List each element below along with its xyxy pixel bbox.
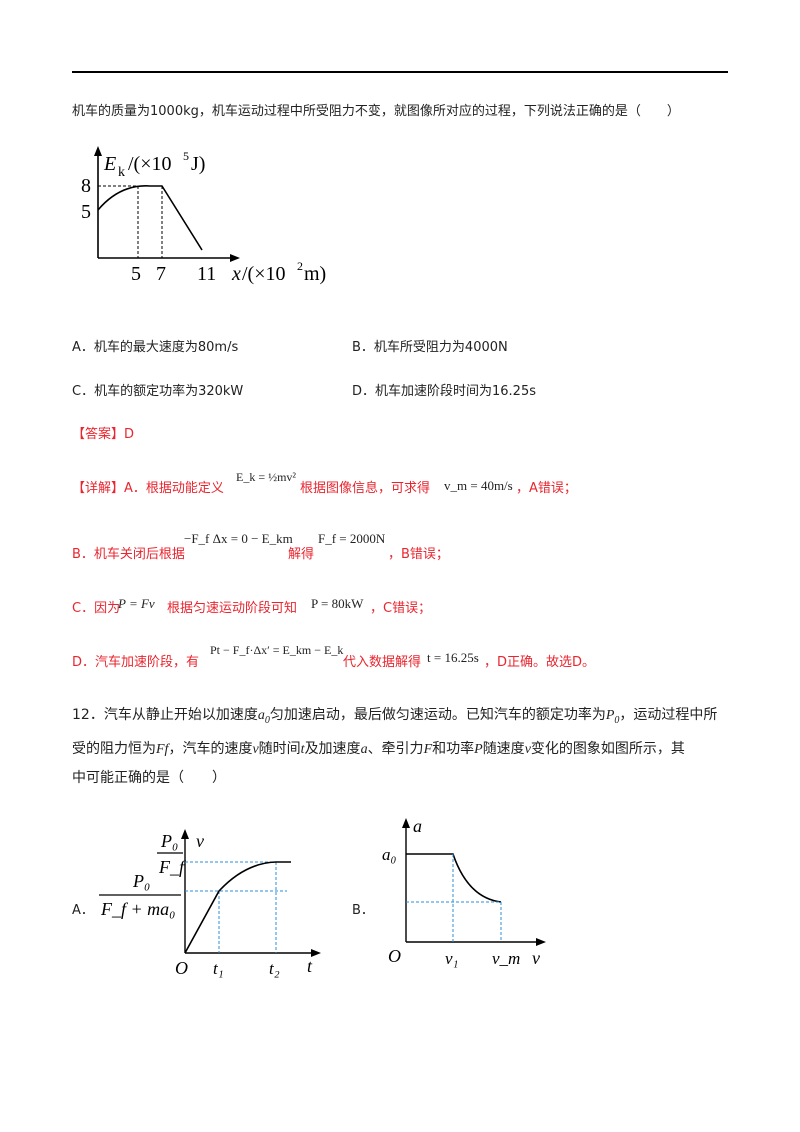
detail-line1-c: ，A错误； xyxy=(516,481,577,496)
q11-option-c: C．机车的额定功率为320kW xyxy=(72,384,244,399)
graph-a-t2: t₂ xyxy=(269,959,280,978)
detail-line4-c: ，D正确。故选D。 xyxy=(484,655,596,670)
graph-a-frac1-num: P₀ xyxy=(160,831,178,851)
q11-stem: 机车的质量为1000kg，机车运动过程中所受阻力不变，就图像所对应的过程，下列说… xyxy=(72,104,680,119)
detail-line4-b: 代入数据解得 xyxy=(343,655,422,670)
detail-line3-a: C．因为 xyxy=(72,601,121,616)
q11-option-d: D．机车加速阶段时间为16.25s xyxy=(352,384,536,399)
graph-a-origin: O xyxy=(175,958,188,978)
detail-line2-eq1: −F_f Δx = 0 − E_km xyxy=(184,531,293,546)
graph-b-origin: O xyxy=(388,946,401,966)
graph-b-a0: a₀ xyxy=(382,845,397,864)
detail-line4-eq1: Pt − F_f·Δx′ = E_km − E_k xyxy=(210,643,344,657)
detail-line3-c: ，C错误； xyxy=(370,601,432,616)
detail-line2-a: B．机车关闭后根据 xyxy=(72,547,185,562)
q11-y-unit-pre: /(×10 xyxy=(128,153,172,175)
detail-line4-eq2: t = 16.25s xyxy=(427,650,479,665)
detail-line2-b: 解得 xyxy=(288,547,315,562)
top-rule xyxy=(72,71,728,73)
graph-a-x-axis: t xyxy=(307,956,313,976)
q12-graph-b: a a₀ O v₁ v_m v xyxy=(382,816,546,968)
detail-line1-eq1: E_k = ½mv² xyxy=(236,470,297,484)
graph-a-t1: t₁ xyxy=(213,959,224,978)
detail-line4-a: D．汽车加速阶段，有 xyxy=(72,655,200,670)
q11-y-tick-5: 5 xyxy=(81,201,91,223)
q11-y-sub: k xyxy=(118,165,125,180)
q11-x-unit-pre: /(×10 xyxy=(242,263,286,285)
graph-b-v1: v₁ xyxy=(445,949,458,968)
q11-x-tick-7: 7 xyxy=(156,263,166,285)
graph-b-x-axis: v xyxy=(532,948,540,968)
q11-option-b: B．机车所受阻力为4000N xyxy=(352,340,508,355)
q11-ek-x-graph: E k /(×10 5 J) 8 5 5 7 11 x /(×10 2 m) xyxy=(81,146,326,285)
graph-a-frac1-den: F_f xyxy=(158,857,187,877)
q11-y-unit-post: J) xyxy=(191,153,205,175)
q11-y-tick-8: 8 xyxy=(81,175,91,197)
graph-b-vm: v_m xyxy=(492,949,520,968)
q11-x-unit-post: m) xyxy=(304,263,326,285)
detail-line3-eq1: P = Fv xyxy=(118,596,155,611)
q11-x-unit-exp: 2 xyxy=(297,259,303,273)
graph-a-y-axis: v xyxy=(196,831,204,851)
detail-line3-b: 根据匀速运动阶段可知 xyxy=(167,601,298,616)
detail-line1-eq2: v_m = 40m/s xyxy=(444,478,513,493)
q11-x-tick-5: 5 xyxy=(131,263,141,285)
q11-x-label: x xyxy=(231,263,241,285)
graph-a-frac2-num: P₀ xyxy=(132,871,150,891)
q11-x-tick-11: 11 xyxy=(197,263,216,285)
detail-line1-a: 【详解】A．根据动能定义 xyxy=(72,481,224,496)
detail-line1-b: 根据图像信息，可求得 xyxy=(300,481,431,496)
detail-line3-eq2: P = 80kW xyxy=(311,596,364,611)
graph-b-y-axis: a xyxy=(413,816,422,836)
q11-y-unit-exp: 5 xyxy=(183,149,189,163)
q11-y-label: E xyxy=(103,153,116,175)
detail-line2-eq2: F_f = 2000N xyxy=(318,531,386,546)
q11-answer: 【答案】D xyxy=(72,427,135,442)
graph-a-frac2-den: F_f + ma₀ xyxy=(100,899,175,919)
q12-option-a-label: A． xyxy=(72,903,94,918)
q12-stem: 12．汽车从静止开始以加速度a0匀加速启动，最后做匀速运动。已知汽车的额定功率为… xyxy=(72,707,718,786)
detail-line2-c: ，B错误； xyxy=(388,547,449,562)
q11-option-a: A．机车的最大速度为80m/s xyxy=(72,340,239,355)
q12-graph-a: P₀ F_f v P₀ F_f + ma₀ O t₁ t₂ t xyxy=(99,829,321,978)
q12-option-b-label: B． xyxy=(352,903,374,918)
